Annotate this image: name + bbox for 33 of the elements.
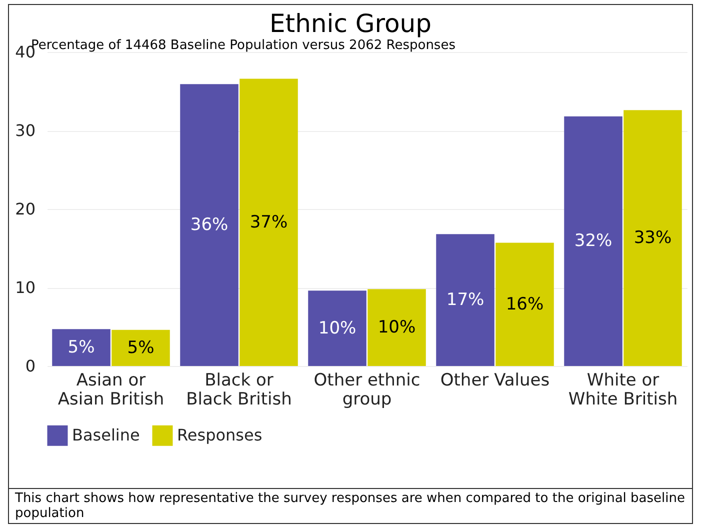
bar	[368, 289, 426, 366]
chart-title: Ethnic Group	[268, 9, 433, 38]
data-label: 36%	[190, 215, 228, 236]
data-label: 17%	[446, 290, 484, 310]
y-tick-label: 20	[15, 200, 36, 218]
data-label: 10%	[378, 318, 416, 338]
bar	[436, 234, 494, 366]
x-tick-label: Black or Black British	[186, 370, 292, 410]
data-label: 5%	[68, 338, 95, 358]
legend-label: Responses	[177, 426, 262, 445]
bar	[240, 78, 298, 366]
y-tick-label: 10	[15, 278, 36, 297]
x-tick-label: Other ethnic group	[314, 370, 420, 410]
bar	[564, 116, 622, 366]
x-tick-label: Other Values	[440, 370, 550, 390]
data-label: 33%	[634, 228, 672, 248]
bar	[180, 84, 238, 366]
data-label: 5%	[127, 338, 154, 358]
bar	[112, 330, 170, 366]
bar	[496, 242, 554, 366]
data-label: 10%	[318, 318, 356, 338]
data-label: 32%	[574, 231, 612, 252]
bar	[624, 110, 682, 366]
bar	[52, 329, 110, 366]
y-tick-label: 30	[15, 121, 36, 140]
y-tick-label: 0	[25, 356, 36, 376]
legend-label: Baseline	[72, 426, 140, 445]
bar	[308, 290, 366, 366]
x-tick-label: Asian or Asian British	[58, 370, 164, 410]
data-label: 16%	[506, 294, 544, 314]
text: This chart shows how representative the survey responses are when compared to the original baseline population	[9, 488, 692, 523]
data-label: 37%	[250, 212, 288, 232]
x-tick-label: White or White British	[568, 370, 678, 410]
